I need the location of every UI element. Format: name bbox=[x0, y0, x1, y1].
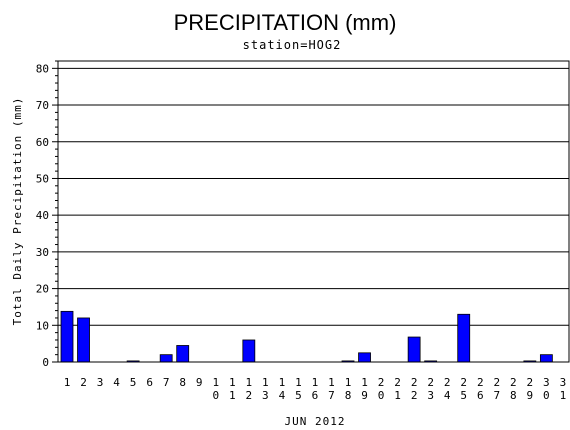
x-tick-label: 4 bbox=[444, 389, 451, 402]
x-tick-label: 8 bbox=[345, 389, 352, 402]
x-tick-label: 8 bbox=[179, 376, 186, 389]
bar-day-30 bbox=[539, 354, 553, 363]
x-tick-label: 1 bbox=[312, 376, 319, 389]
x-tick-label: 2 bbox=[246, 389, 253, 402]
x-tick-label: 2 bbox=[527, 376, 534, 389]
chart-title: PRECIPITATION (mm) bbox=[174, 10, 397, 35]
bar-day-2 bbox=[77, 317, 90, 363]
y-tick-label: 70 bbox=[36, 99, 49, 112]
bar-day-7 bbox=[159, 354, 173, 363]
x-tick-label: 1 bbox=[328, 376, 335, 389]
x-tick-label: 3 bbox=[543, 376, 550, 389]
x-tick-label: 7 bbox=[163, 376, 170, 389]
x-tick-label: 2 bbox=[444, 376, 451, 389]
x-tick-label: 0 bbox=[378, 389, 385, 402]
plot-frame bbox=[57, 60, 570, 363]
x-tick-label: 9 bbox=[527, 389, 534, 402]
x-tick-label: 2 bbox=[394, 376, 401, 389]
grid-lines bbox=[58, 67, 569, 326]
y-tick-label: 60 bbox=[36, 136, 49, 149]
x-tick-label: 1 bbox=[560, 389, 567, 402]
bar-day-8 bbox=[176, 345, 190, 363]
x-tick-label: 1 bbox=[345, 376, 352, 389]
x-axis-ticks: 1 2 3 4 5 6 7 8 9 1011121314151617181920212223242… bbox=[64, 376, 567, 402]
x-tick-label: 2 bbox=[477, 376, 484, 389]
bars bbox=[60, 310, 553, 363]
x-tick-label: 3 bbox=[262, 389, 269, 402]
x-tick-label: 6 bbox=[477, 389, 484, 402]
bar-day-12 bbox=[242, 339, 256, 363]
y-tick-label: 50 bbox=[36, 172, 49, 185]
bar-day-25 bbox=[457, 313, 471, 363]
chart-subtitle: station=HOG2 bbox=[243, 38, 342, 52]
y-tick-label: 0 bbox=[42, 356, 49, 369]
x-tick-label: 1 bbox=[279, 376, 286, 389]
y-axis-label: Total Daily Precipitation (mm) bbox=[11, 97, 24, 326]
x-tick-label: 1 bbox=[361, 376, 368, 389]
x-tick-label: 1 bbox=[64, 376, 71, 389]
y-axis-ticks: 0 10 20 30 40 50 60 70 80 bbox=[36, 60, 58, 369]
bar-day-22 bbox=[407, 336, 421, 363]
x-tick-label: 3 bbox=[427, 389, 434, 402]
x-tick-label: 3 bbox=[97, 376, 104, 389]
x-tick-label: 1 bbox=[229, 389, 236, 402]
x-tick-label: 7 bbox=[493, 389, 500, 402]
y-tick-label: 30 bbox=[36, 246, 49, 259]
bar-day-1 bbox=[60, 310, 74, 363]
y-tick-label: 80 bbox=[36, 62, 49, 75]
y-tick-label: 40 bbox=[36, 209, 49, 222]
x-tick-label: 2 bbox=[427, 376, 434, 389]
x-tick-label: 5 bbox=[130, 376, 137, 389]
x-tick-label: 1 bbox=[229, 376, 236, 389]
x-tick-label: 2 bbox=[80, 376, 87, 389]
x-tick-label: 6 bbox=[146, 376, 153, 389]
bar-day-19 bbox=[358, 352, 371, 363]
x-tick-label: 1 bbox=[262, 376, 269, 389]
y-tick-label: 10 bbox=[36, 319, 49, 332]
x-tick-label: 0 bbox=[543, 389, 550, 402]
x-tick-label: 9 bbox=[196, 376, 203, 389]
x-axis-label: JUN 2012 bbox=[285, 415, 346, 428]
x-tick-label: 7 bbox=[328, 389, 335, 402]
x-tick-label: 6 bbox=[312, 389, 319, 402]
x-tick-label: 2 bbox=[378, 376, 385, 389]
x-tick-label: 0 bbox=[212, 389, 219, 402]
x-tick-label: 1 bbox=[212, 376, 219, 389]
x-tick-label: 2 bbox=[460, 376, 467, 389]
x-tick-label: 1 bbox=[246, 376, 253, 389]
x-tick-label: 2 bbox=[411, 376, 418, 389]
x-tick-label: 4 bbox=[113, 376, 120, 389]
x-tick-label: 1 bbox=[394, 389, 401, 402]
x-tick-label: 2 bbox=[411, 389, 418, 402]
y-tick-label: 20 bbox=[36, 283, 49, 296]
x-tick-label: 2 bbox=[493, 376, 500, 389]
x-tick-label: 3 bbox=[560, 376, 567, 389]
x-tick-label: 8 bbox=[510, 389, 517, 402]
x-tick-label: 5 bbox=[295, 389, 302, 402]
x-tick-label: 9 bbox=[361, 389, 368, 402]
x-tick-label: 4 bbox=[279, 389, 286, 402]
x-tick-label: 2 bbox=[510, 376, 517, 389]
x-tick-label: 1 bbox=[295, 376, 302, 389]
x-tick-label: 5 bbox=[460, 389, 467, 402]
